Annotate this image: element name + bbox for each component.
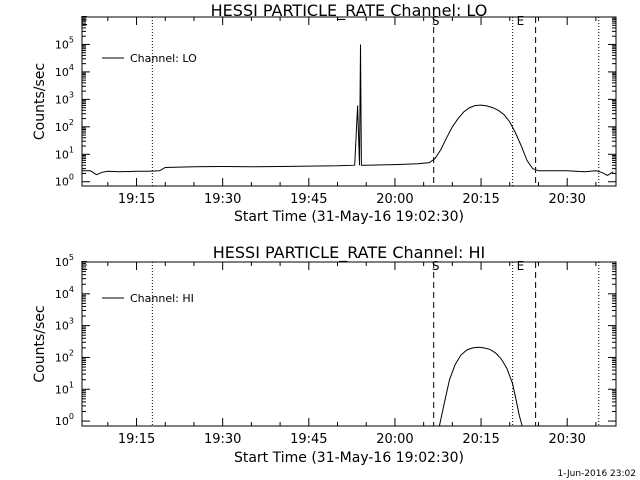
y-tick-label: 101	[55, 145, 74, 161]
footer-timestamp: 1-Jun-2016 23:02	[558, 469, 637, 479]
x-tick-label: 19:15	[118, 192, 155, 207]
x-tick-label: 20:30	[548, 192, 585, 207]
y-tick-label: 103	[55, 317, 74, 333]
x-tick-label: 19:30	[204, 432, 241, 447]
x-tick-label: 20:30	[548, 432, 585, 447]
panel-lo: HESSI PARTICLE_RATE Channel: LO 19:15 19:3…	[32, 1, 617, 225]
chart-title: HESSI PARTICLE_RATE Channel: HI	[213, 243, 486, 263]
y-tick-label: 104	[55, 285, 74, 301]
y-tick-label: 101	[55, 380, 74, 396]
series-line	[438, 346, 523, 427]
event-marker-label: E	[80, 259, 88, 273]
series-line	[82, 44, 614, 176]
x-tick-label: 19:45	[290, 192, 327, 207]
y-tick-label: 105	[55, 253, 74, 269]
plot-frame	[81, 16, 617, 187]
event-marker-label: E	[80, 14, 88, 28]
y-tick-label: 102	[55, 118, 74, 134]
y-tick-label: 100	[55, 173, 74, 189]
event-marker-label: S	[432, 259, 440, 273]
x-tick-label: 20:00	[376, 432, 413, 447]
y-axis-label: Counts/sec	[32, 63, 48, 140]
x-tick-label: 20:15	[462, 192, 499, 207]
y-tick-label: 100	[55, 412, 74, 428]
x-axis-label: Start Time (31-May-16 19:02:30)	[234, 450, 464, 466]
y-tick-label: 105	[55, 35, 74, 51]
x-tick-label: 19:45	[290, 432, 327, 447]
x-axis-label: Start Time (31-May-16 19:02:30)	[234, 209, 464, 225]
x-tick-label: 19:15	[118, 432, 155, 447]
y-tick-label: 102	[55, 348, 74, 364]
event-marker-label: E	[517, 14, 525, 28]
legend-label: Channel: HI	[130, 292, 194, 305]
plot-frame	[81, 261, 617, 427]
x-tick-label: 19:30	[204, 192, 241, 207]
chart-title: HESSI PARTICLE_RATE Channel: LO	[211, 1, 488, 21]
panel-hi: HESSI PARTICLE_RATE Channel: HI 19:15 19:3…	[32, 243, 617, 466]
legend-label: Channel: LO	[130, 52, 197, 65]
event-marker-label: S	[432, 14, 440, 28]
y-axis-label: Counts/sec	[32, 305, 48, 382]
y-tick-label: 104	[55, 63, 74, 79]
x-tick-label: 20:00	[376, 192, 413, 207]
event-marker-label: E	[517, 259, 525, 273]
x-tick-label: 20:15	[462, 432, 499, 447]
y-tick-label: 103	[55, 90, 74, 106]
